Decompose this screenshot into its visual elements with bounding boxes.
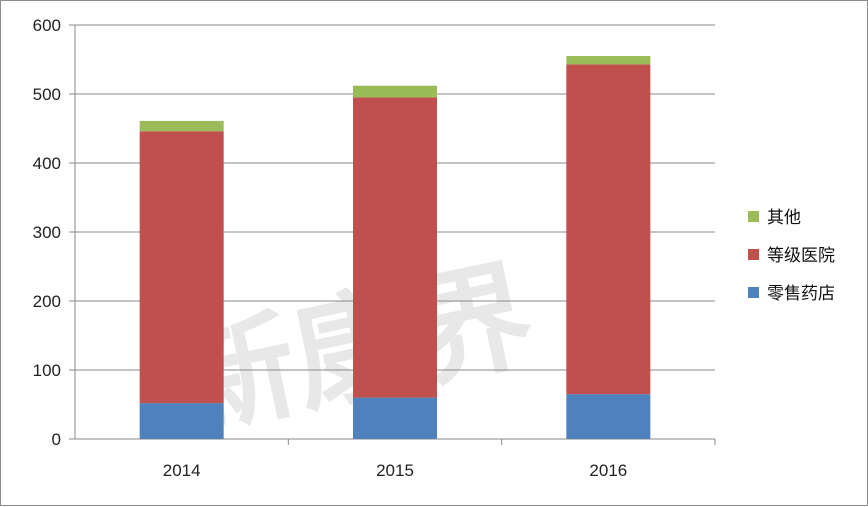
x-tick-label: 2016 [589,461,627,480]
bars [139,56,651,439]
bar-segment [566,394,651,439]
legend-label: 等级医院 [767,246,835,266]
bar-segment [566,64,651,395]
legend-swatch [748,249,759,260]
legend-swatch [748,287,759,298]
y-tick-label: 100 [33,361,61,380]
y-tick-label: 600 [33,16,61,35]
y-tick-label: 200 [33,292,61,311]
bar-segment [139,120,224,132]
y-tick-label: 0 [52,430,61,449]
legend-label: 零售药店 [767,284,835,304]
bar-segment [139,131,224,404]
bar-segment [353,397,437,439]
bar-segment [566,56,651,65]
bar-segment [353,85,437,98]
x-tick-labels: 2014 2015 2016 [163,461,627,480]
bar-segment [139,403,224,439]
y-tick-label: 500 [33,85,61,104]
x-tick-label: 2014 [163,461,201,480]
y-tick-label: 400 [33,154,61,173]
legend-swatch [748,211,759,222]
y-tick-labels: 0 100 200 300 400 500 600 [33,16,61,449]
legend-label: 其他 [767,208,801,228]
x-tick-label: 2015 [376,461,414,480]
y-tick-label: 300 [33,223,61,242]
bar-segment [353,97,437,398]
